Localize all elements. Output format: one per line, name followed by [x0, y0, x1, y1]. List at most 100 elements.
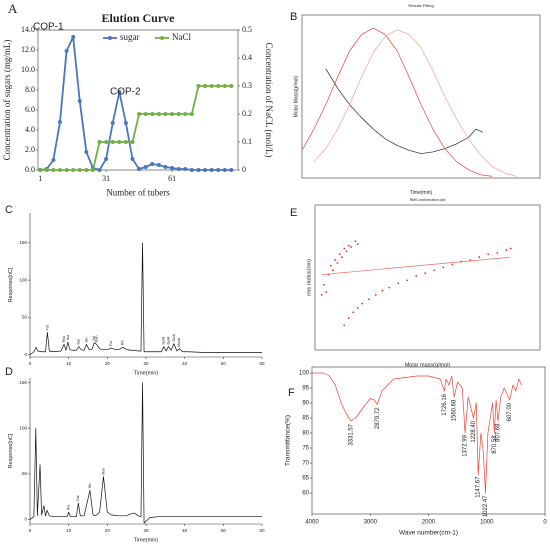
peak-label: Ara — [66, 335, 70, 341]
y-tick-label: 70 — [302, 461, 309, 467]
data-point — [143, 165, 148, 169]
data-point — [117, 90, 122, 94]
peak-label: 2879.72 — [375, 407, 381, 429]
data-point — [156, 112, 161, 116]
y-tick-label: 14.0 — [21, 25, 35, 34]
peak-label: GalA — [162, 336, 166, 344]
y-tick-label: 65 — [302, 476, 309, 482]
x-tick-label: 30 — [143, 361, 149, 366]
scatter-point — [374, 294, 377, 296]
x-tick-label: 30 — [143, 528, 149, 533]
peak-label: GlcA — [172, 333, 176, 341]
x-tick-label: 1000 — [480, 519, 494, 525]
scatter-point — [338, 253, 341, 256]
y-tick-label: 0 — [24, 517, 27, 522]
scatter-point — [350, 246, 352, 248]
peak-label: Gal — [76, 495, 80, 501]
panel-label: B — [290, 11, 297, 23]
peak-label: 1560.68 — [452, 399, 458, 421]
y2-tick-label: 0 — [242, 165, 246, 174]
scatter-point — [509, 247, 512, 250]
y-axis-label: Response[nC] — [8, 267, 14, 302]
scatter-point — [356, 307, 359, 309]
x-tick-label: 40 — [182, 528, 188, 533]
y2-tick-label: 0.2 — [242, 109, 252, 118]
x-tick-label: 20 — [105, 361, 111, 366]
data-point — [117, 140, 122, 144]
x-tick-label: 0 — [543, 519, 547, 525]
y-tick-label: 150 — [19, 240, 27, 245]
panel-label: F — [288, 387, 295, 399]
y-axis-label: rms radius(nm) — [306, 259, 312, 296]
panel-label: D — [5, 366, 13, 378]
peak-label: Fru — [109, 341, 113, 346]
data-point — [209, 84, 214, 88]
y-tick-label: 85 — [302, 416, 309, 422]
peak-label: GulA — [166, 336, 170, 344]
scatter-point — [415, 275, 418, 277]
scatter-point — [451, 263, 454, 266]
y-tick-label: 75 — [302, 446, 309, 452]
data-point — [176, 112, 181, 116]
peak-label: Gal — [77, 339, 81, 345]
data-point — [71, 168, 76, 172]
y-tick-label: 60 — [302, 491, 309, 497]
data-point — [216, 84, 221, 88]
y-tick-label: 95 — [302, 386, 309, 392]
y-tick-label: 6.0 — [25, 105, 35, 114]
peak-label: 607.00 — [507, 402, 513, 421]
data-point — [143, 112, 148, 116]
scatter-point — [356, 243, 359, 246]
peak-label: ManA — [177, 337, 181, 347]
x-tick-label: 20 — [105, 528, 111, 533]
data-point — [183, 112, 188, 116]
data-point — [209, 168, 214, 172]
y-tick-label: 100 — [299, 371, 310, 377]
peak-label: 1147.67 — [476, 476, 482, 498]
scatter-point — [442, 266, 445, 269]
x-tick-label: 0 — [29, 361, 32, 366]
data-point — [84, 150, 89, 154]
data-point — [77, 99, 82, 103]
y2-tick-label: 0.1 — [242, 137, 252, 146]
data-point — [137, 167, 142, 171]
data-point — [57, 168, 62, 172]
legend-marker — [108, 36, 112, 40]
y-tick-label: 2.0 — [25, 145, 35, 154]
plot-frame — [301, 14, 541, 179]
chart-title: RMS conformation plot — [410, 198, 446, 202]
peak-label: 807.68 — [496, 423, 502, 442]
y-tick-label: 10.0 — [21, 65, 35, 74]
y-axis-label: Concentration of sugars (mg/mL) — [2, 40, 12, 161]
scatter-point — [325, 291, 328, 293]
scatter-point — [323, 283, 325, 286]
peak-label: Man — [101, 468, 105, 475]
data-point — [176, 167, 181, 171]
data-point — [97, 168, 102, 172]
y-tick-label: 0 — [24, 352, 27, 357]
plot-frame — [311, 366, 546, 515]
series-line — [301, 27, 493, 177]
scatter-point — [341, 256, 343, 259]
series-line — [325, 68, 484, 154]
scatter-point — [347, 317, 350, 319]
y-axis-label: Molar Mass(g/mol) — [293, 75, 299, 117]
series-line — [29, 242, 262, 356]
data-point — [38, 168, 43, 172]
legend-label: sugar — [120, 32, 140, 42]
data-point — [77, 168, 82, 172]
data-point — [170, 166, 175, 170]
scatter-point — [368, 298, 370, 301]
x-axis-label: Time(min) — [134, 370, 159, 376]
y-tick-label: 100 — [19, 277, 27, 282]
x-tick-label: 0 — [29, 528, 32, 533]
series-line — [29, 382, 262, 524]
panel-label: A — [8, 1, 18, 16]
y-axis-label: Transmittance(%) — [285, 415, 292, 466]
x-axis-label: Time(min) — [410, 190, 433, 196]
data-point — [196, 84, 201, 88]
scatter-point — [496, 251, 499, 254]
plot-frame — [314, 204, 541, 351]
chart-title: Results Fitting — [408, 3, 433, 8]
